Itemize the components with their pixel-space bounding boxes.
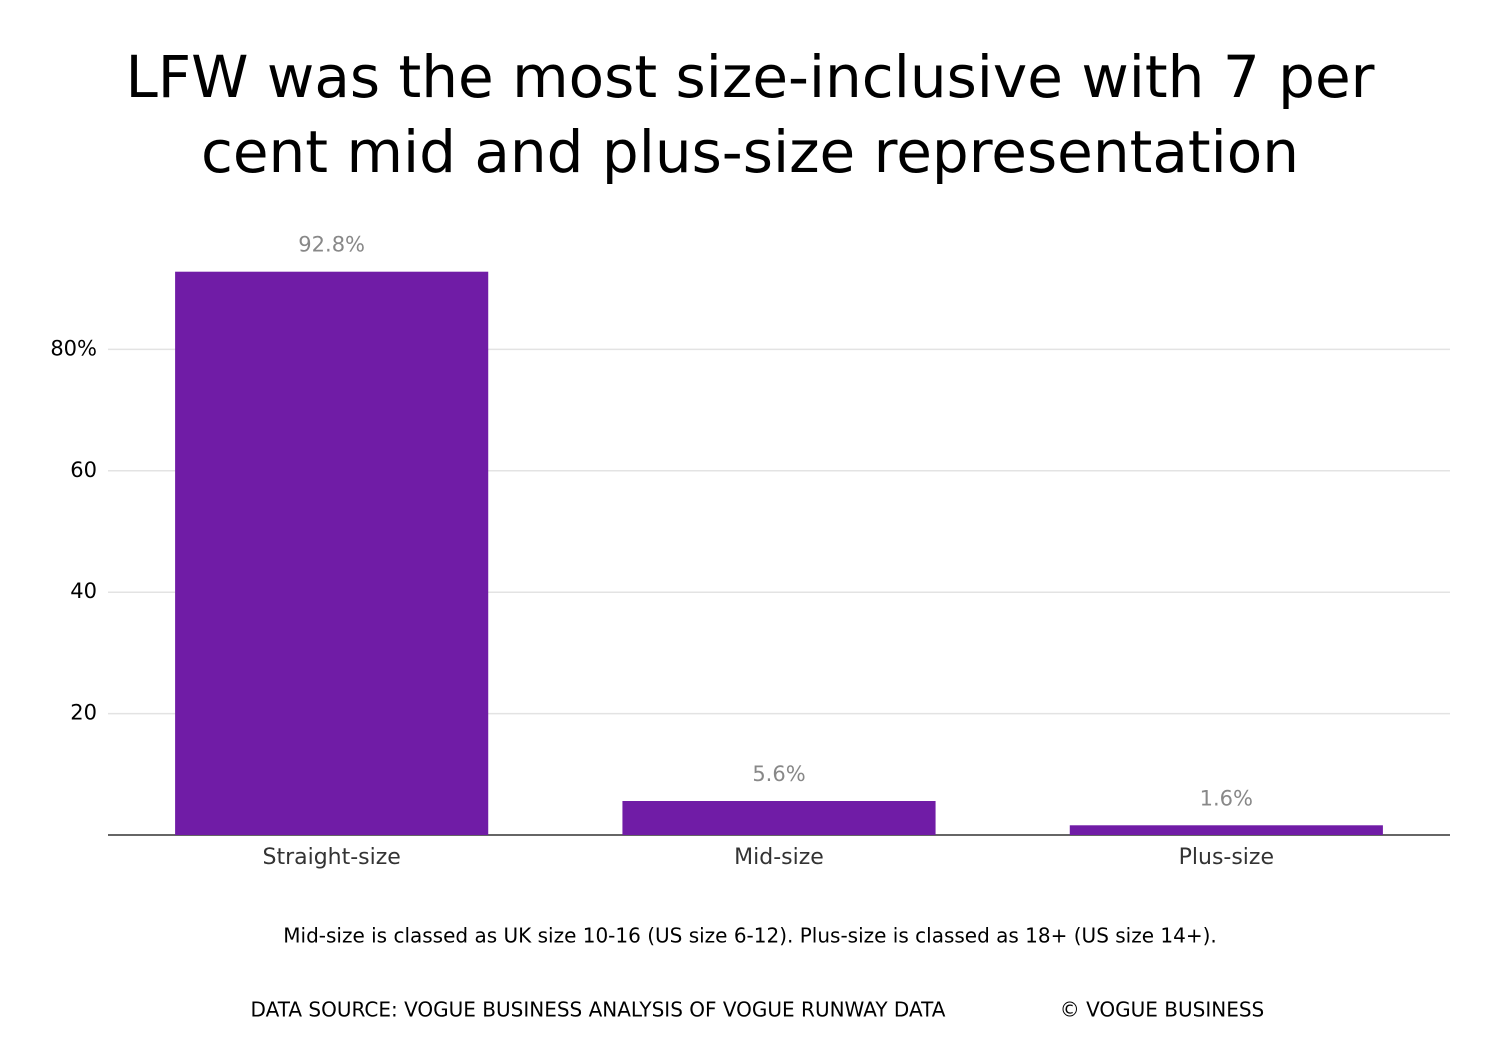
source: DATA SOURCE: VOGUE BUSINESS ANALYSIS OF …	[251, 998, 946, 1022]
bar	[1069, 825, 1383, 835]
chart-title: LFW was the most size-inclusive with 7 p…	[125, 43, 1375, 186]
value-label: 92.8%	[298, 233, 365, 257]
x-tick-label: Plus-size	[1179, 845, 1274, 870]
bar	[622, 801, 936, 835]
value-label: 5.6%	[752, 762, 805, 786]
value-label: 1.6%	[1200, 786, 1253, 810]
y-tick-label: 40	[70, 579, 97, 603]
footnote: Mid-size is classed as UK size 10-16 (US…	[283, 924, 1217, 948]
copyright: © VOGUE BUSINESS	[1060, 998, 1265, 1022]
x-tick-label: Straight-size	[262, 845, 400, 870]
y-tick-label: 20	[70, 701, 97, 725]
x-tick-label: Mid-size	[734, 845, 824, 870]
y-tick-label: 60	[70, 458, 97, 482]
bar	[175, 271, 489, 836]
y-tick-label: 80%	[50, 336, 97, 360]
